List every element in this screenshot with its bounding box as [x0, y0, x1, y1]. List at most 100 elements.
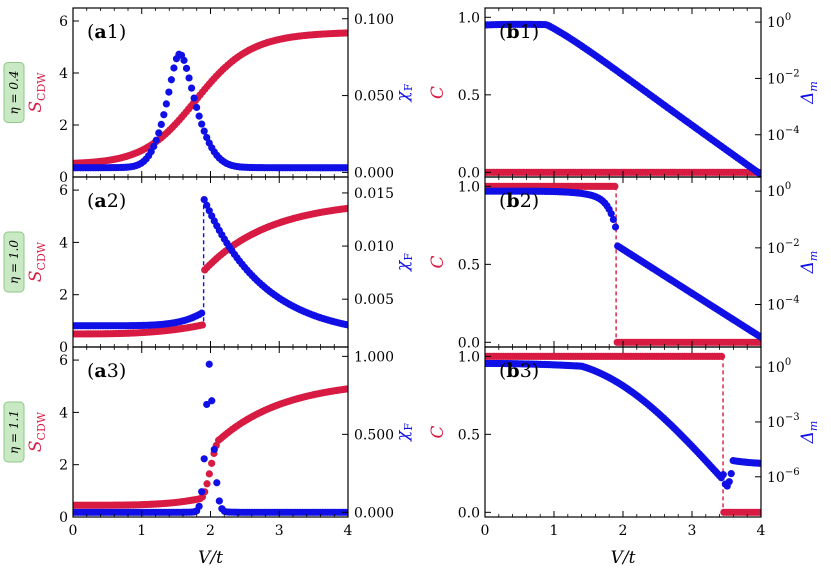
svg-text:η = 1.1: η = 1.1 [7, 410, 21, 454]
y-tick-label-right: 0.005 [354, 292, 394, 308]
data-point [203, 133, 211, 142]
y-tick-label-right: 100 [767, 181, 791, 200]
data-point [157, 120, 165, 129]
data-point [198, 321, 207, 329]
y-axis-label-right: χF [393, 253, 415, 272]
y-tick-label-right: 0.100 [354, 12, 394, 28]
y-tick-label-right: 10−2 [767, 68, 800, 87]
y-tick-label-left: 4 [59, 405, 68, 421]
data-point [167, 76, 175, 84]
y-axis-label-right: χF [393, 423, 415, 442]
x-tick-label: 1 [137, 523, 146, 539]
y-axis-label-right: Δm [798, 421, 820, 445]
series-group [73, 360, 348, 516]
data-point [757, 459, 761, 467]
x-tick-label: 1 [550, 523, 559, 539]
y-axis-label-right: Δm [798, 251, 820, 275]
data-point [160, 111, 168, 119]
y-tick-label-left: 1.0 [458, 10, 480, 26]
series-group [73, 195, 348, 338]
data-point [344, 164, 348, 172]
y-axis-label-left: SCDW [26, 241, 48, 282]
x-tick-label: 0 [69, 523, 78, 539]
data-point [200, 127, 208, 135]
data-point [611, 182, 619, 190]
y-tick-label-left: 0 [59, 510, 68, 526]
y-tick-label-left: 1.0 [458, 349, 480, 365]
y-tick-label-right: 0.000 [354, 165, 394, 181]
panel-label: (a2) [87, 190, 126, 212]
x-tick-label: 4 [757, 523, 766, 539]
data-point [757, 333, 761, 341]
data-point [195, 112, 203, 120]
x-tick-label: 4 [344, 523, 353, 539]
y-tick-label-left: 0 [59, 340, 68, 356]
data-point [152, 136, 160, 144]
data-point [757, 170, 761, 177]
y-tick-label-right: 10−2 [767, 238, 800, 257]
panel-b3: 0 1 2 3 4 0.0 0.5 1.0 10−6 10−3 100 (b3) C Δm [428, 346, 820, 539]
y-tick-label-right: 10−6 [767, 467, 800, 486]
y-tick-label-left: 1.0 [458, 179, 480, 195]
series-group [485, 352, 761, 516]
x-tick-label: 2 [206, 523, 215, 539]
y-tick-label-left: 4 [59, 66, 68, 82]
x-tick-label: 3 [275, 523, 284, 539]
y-tick-label-left: 2 [59, 458, 68, 474]
y-tick-label-right: 0.000 [354, 505, 394, 521]
data-point [198, 120, 206, 128]
series-group [485, 182, 761, 346]
data-point [725, 478, 733, 486]
data-point [190, 94, 198, 102]
data-point [165, 88, 173, 96]
y-tick-label-left: 6 [59, 183, 68, 199]
data-point [187, 84, 196, 92]
data-point [344, 29, 348, 37]
x-tick-label: 2 [619, 523, 628, 539]
data-point [150, 142, 158, 151]
data-point [344, 385, 348, 393]
y-tick-label-left: 0.0 [458, 505, 480, 521]
y-tick-label-left: 6 [59, 353, 68, 369]
data-point [609, 215, 617, 224]
data-point [155, 129, 163, 137]
y-axis-label-left: C [428, 255, 448, 268]
y-axis-label-left: C [428, 425, 448, 438]
y-tick-label-right: 10−4 [767, 125, 800, 144]
data-point [200, 195, 208, 204]
data-point [344, 321, 348, 329]
y-tick-label-left: 0.0 [458, 165, 480, 181]
x-axis-label: V/t [611, 548, 636, 568]
series-group [485, 20, 761, 177]
data-point [205, 470, 213, 478]
data-point [182, 64, 191, 72]
svg-text:η = 1.0: η = 1.0 [7, 240, 21, 284]
svg-text:η = 0.4: η = 0.4 [7, 71, 21, 115]
series-group [73, 29, 348, 172]
data-point [195, 502, 203, 510]
data-point [200, 455, 208, 463]
y-tick-label-right: 10−3 [767, 412, 800, 431]
y-axis-label-right: χF [393, 83, 415, 102]
y-tick-label-right: 1.000 [354, 349, 394, 365]
data-point [170, 64, 178, 72]
x-axis-label: V/t [198, 548, 223, 568]
row-label-eta: η = 0.4 [3, 62, 25, 123]
y-tick-label-right: 0.015 [354, 186, 394, 202]
data-point [203, 480, 211, 488]
data-point [210, 445, 218, 454]
y-tick-label-left: 0.5 [458, 88, 480, 104]
y-axis-label-left: SCDW [26, 411, 48, 452]
panel-a2: 0 2 4 6 0.005 0.010 0.015 (a2) SCDW χF [26, 176, 415, 356]
panel-label: (b1) [499, 21, 539, 43]
panel-a1: 0 2 4 6 0.000 0.050 0.100 (a1) SCDW χF [26, 7, 415, 186]
y-tick-label-right: 10−4 [767, 295, 800, 314]
data-point [203, 201, 211, 209]
data-point [611, 223, 620, 231]
row-label-eta: η = 1.1 [3, 401, 25, 463]
data-point [727, 470, 735, 478]
data-point [198, 309, 206, 317]
data-point [185, 74, 193, 82]
row-label-eta: η = 1.0 [3, 231, 25, 293]
